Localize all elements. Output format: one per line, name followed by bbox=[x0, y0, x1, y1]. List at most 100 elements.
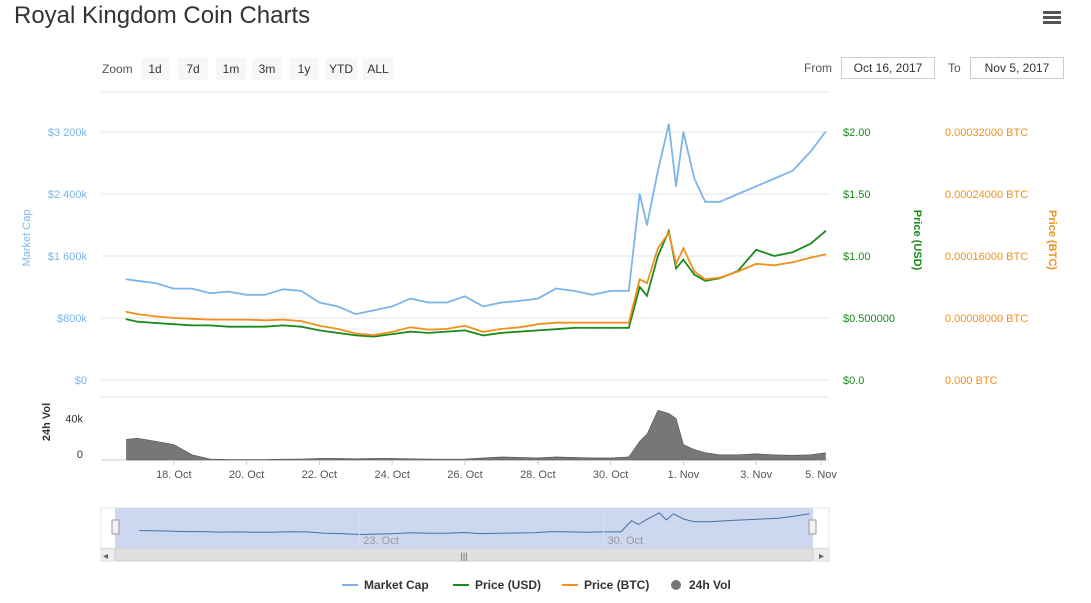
legend-market-cap[interactable]: Market Cap bbox=[364, 578, 429, 592]
data-point-price_btc bbox=[627, 321, 630, 324]
data-point-market_cap bbox=[704, 200, 707, 203]
data-point-market_cap bbox=[809, 150, 812, 153]
data-point-price_btc bbox=[464, 324, 466, 327]
data-point-price_btc bbox=[518, 326, 521, 329]
series-line-price_btc bbox=[126, 230, 826, 337]
data-point-price_btc bbox=[500, 328, 503, 330]
data-point-price_btc bbox=[209, 318, 212, 321]
data-point-market_cap bbox=[667, 123, 670, 126]
volume-tick-label: 40k bbox=[65, 414, 83, 426]
navigator[interactable]: 23. Oct 30. Oct ◂ ▸ ||| bbox=[100, 507, 830, 562]
data-point-market_cap bbox=[154, 282, 157, 284]
data-point-price_usd bbox=[657, 255, 659, 257]
data-point-market_cap bbox=[536, 297, 539, 300]
series-line-market_cap bbox=[126, 124, 827, 316]
data-point-market_cap bbox=[646, 224, 648, 226]
data-point-price_btc bbox=[191, 317, 193, 320]
data-point-price_usd bbox=[227, 325, 230, 328]
data-point-price_btc bbox=[445, 328, 448, 330]
zoom-1m-button[interactable]: 1m bbox=[216, 58, 246, 80]
data-point-market_cap bbox=[172, 287, 175, 290]
price-usd-tick-label: $2.00 bbox=[843, 127, 871, 139]
data-point-market_cap bbox=[245, 293, 248, 296]
data-point-price_btc bbox=[609, 321, 612, 324]
data-point-price_btc bbox=[391, 331, 394, 333]
data-point-price_usd bbox=[591, 327, 594, 329]
zoom-ytd-button[interactable]: YTD bbox=[325, 58, 357, 80]
data-point-price_usd bbox=[536, 329, 539, 332]
data-point-market_cap bbox=[755, 185, 758, 188]
data-point-price_usd bbox=[318, 329, 321, 332]
market-cap-tick-label: $800k bbox=[57, 313, 87, 325]
data-point-market_cap bbox=[409, 297, 412, 300]
data-point-price_usd bbox=[609, 327, 612, 329]
data-point-price_btc bbox=[718, 276, 721, 279]
price-usd-tick-label: $1.00 bbox=[843, 251, 871, 263]
data-point-price_usd bbox=[555, 328, 557, 331]
zoom-7d-button[interactable]: 7d bbox=[178, 58, 208, 80]
data-point-price_btc bbox=[555, 321, 557, 324]
x-tick-label: 5. Nov bbox=[805, 469, 837, 481]
data-point-price_usd bbox=[638, 286, 641, 288]
data-point-price_btc bbox=[136, 313, 139, 315]
data-point-price_usd bbox=[627, 327, 630, 329]
data-point-price_btc bbox=[638, 278, 641, 281]
data-point-market_cap bbox=[336, 305, 339, 308]
navigator-handle bbox=[111, 519, 120, 535]
data-point-price_usd bbox=[809, 242, 812, 245]
data-point-market_cap bbox=[125, 278, 128, 281]
data-point-price_btc bbox=[809, 256, 812, 259]
from-label: From bbox=[804, 61, 832, 75]
data-point-price_usd bbox=[300, 325, 303, 328]
price-btc-axis-title: Price (BTC) bbox=[1046, 210, 1058, 270]
data-point-price_btc bbox=[675, 262, 677, 265]
navigator-series bbox=[139, 512, 810, 536]
data-point-price_usd bbox=[682, 258, 685, 261]
data-point-market_cap bbox=[773, 177, 776, 180]
data-point-price_btc bbox=[409, 326, 412, 329]
scrollbar-grip-icon: ||| bbox=[460, 551, 467, 561]
data-point-price_btc bbox=[573, 321, 576, 324]
zoom-all-button[interactable]: ALL bbox=[363, 58, 393, 80]
data-point-market_cap bbox=[445, 301, 448, 304]
zoom-1d-button[interactable]: 1d bbox=[141, 58, 169, 80]
legend-24h-vol[interactable]: 24h Vol bbox=[689, 578, 731, 592]
data-point-price_btc bbox=[482, 331, 485, 333]
zoom-3m-button[interactable]: 3m bbox=[252, 58, 282, 80]
data-point-market_cap bbox=[518, 300, 521, 302]
volume-area bbox=[126, 409, 826, 461]
data-point-market_cap bbox=[354, 313, 357, 315]
data-point-price_btc bbox=[263, 319, 266, 322]
data-point-price_usd bbox=[573, 327, 576, 329]
data-point-price_btc bbox=[336, 328, 339, 330]
zoom-1y-button[interactable]: 1y bbox=[289, 58, 319, 80]
data-point-market_cap bbox=[682, 131, 685, 133]
data-point-market_cap bbox=[464, 295, 466, 298]
data-point-price_btc bbox=[427, 328, 430, 331]
legend-price-btc[interactable]: Price (BTC) bbox=[584, 578, 650, 592]
legend-price-usd[interactable]: Price (USD) bbox=[475, 578, 542, 592]
data-point-price_usd bbox=[646, 294, 648, 297]
data-point-price_usd bbox=[445, 330, 448, 333]
from-date-input[interactable] bbox=[841, 57, 935, 79]
to-date-input[interactable] bbox=[970, 57, 1064, 79]
data-point-price_usd bbox=[409, 330, 412, 333]
to-label: To bbox=[948, 61, 961, 75]
market-cap-tick-label: $2 400k bbox=[48, 189, 88, 201]
data-point-market_cap bbox=[482, 305, 485, 308]
data-point-market_cap bbox=[318, 301, 321, 304]
data-point-price_usd bbox=[172, 323, 175, 326]
data-point-price_btc bbox=[693, 270, 696, 273]
data-point-market_cap bbox=[638, 193, 641, 195]
data-point-market_cap bbox=[657, 169, 659, 172]
data-point-market_cap bbox=[824, 131, 827, 133]
gridlines bbox=[101, 91, 829, 461]
hamburger-menu-icon[interactable] bbox=[1043, 11, 1061, 25]
data-point-price_usd bbox=[824, 230, 827, 233]
data-point-price_btc bbox=[737, 270, 739, 273]
data-point-price_usd bbox=[245, 325, 248, 328]
data-point-price_btc bbox=[646, 282, 648, 284]
data-point-price_usd bbox=[773, 255, 776, 257]
navigator-tick-label: 30. Oct bbox=[608, 535, 643, 547]
x-tick-label: 22. Oct bbox=[302, 469, 337, 481]
